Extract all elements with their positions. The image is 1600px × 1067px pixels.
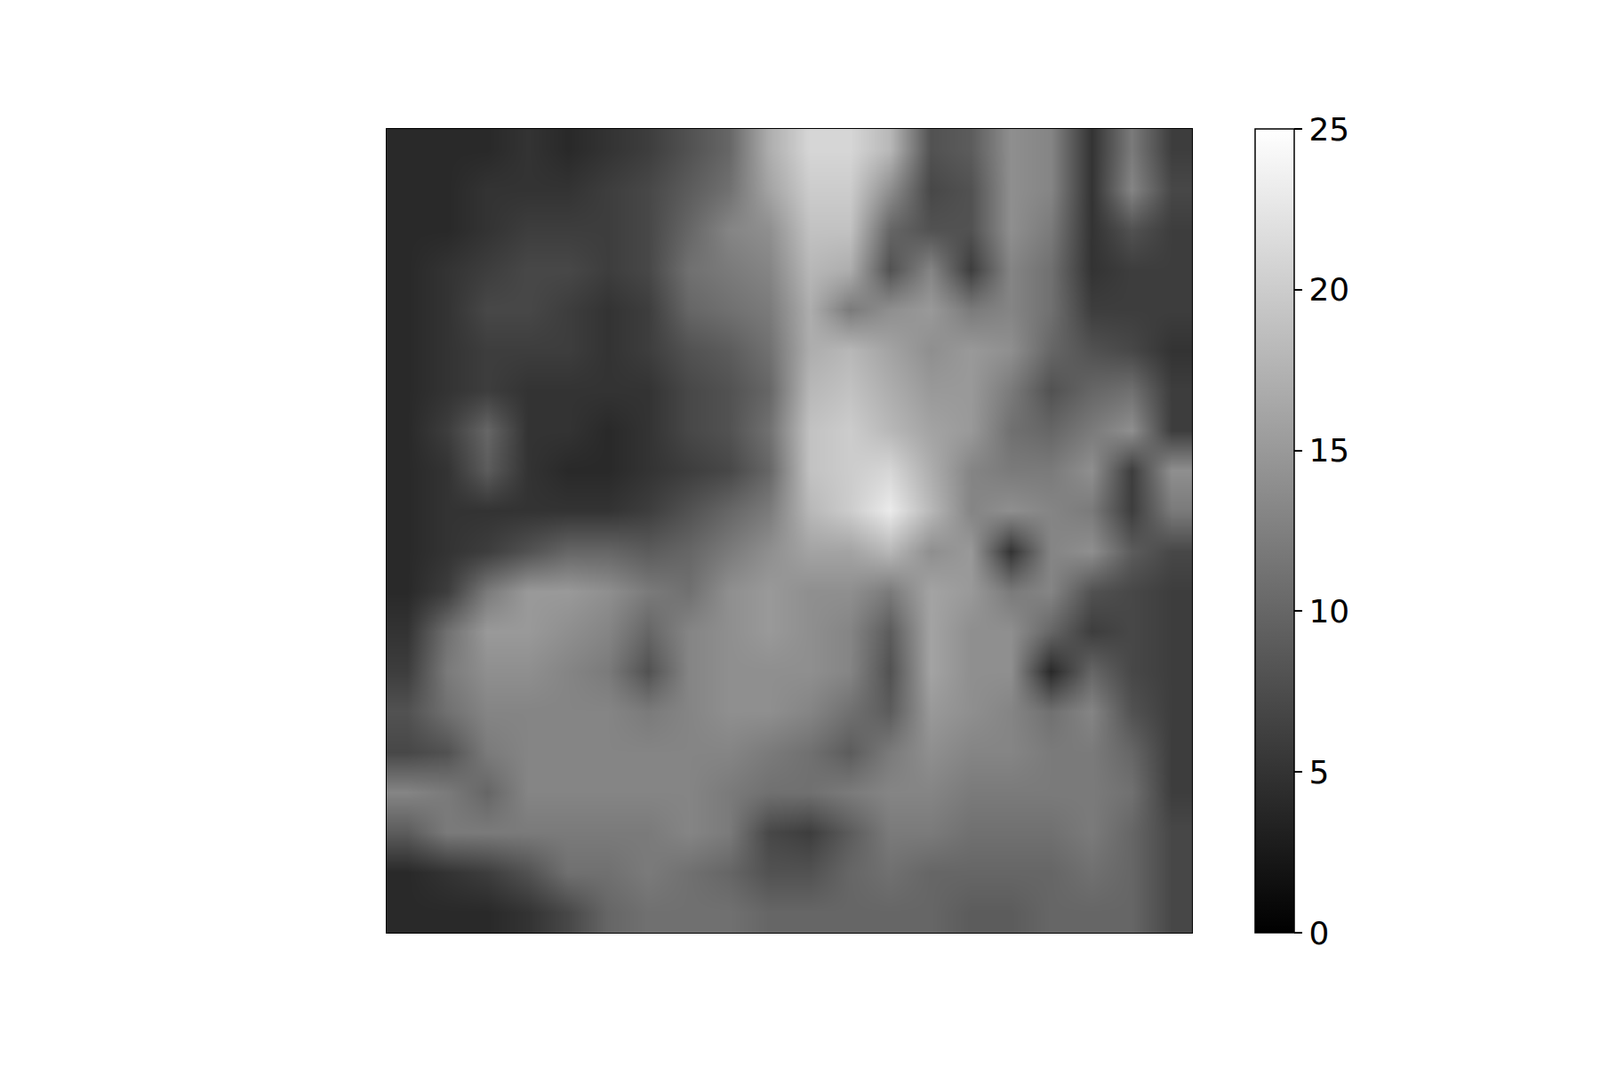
svg-text:10: 10 — [1308, 592, 1350, 630]
svg-text:0: 0 — [1308, 914, 1329, 952]
svg-text:15: 15 — [1308, 432, 1350, 469]
svg-text:25: 25 — [1308, 111, 1350, 148]
svg-text:20: 20 — [1308, 271, 1350, 308]
svg-text:5: 5 — [1308, 753, 1329, 791]
